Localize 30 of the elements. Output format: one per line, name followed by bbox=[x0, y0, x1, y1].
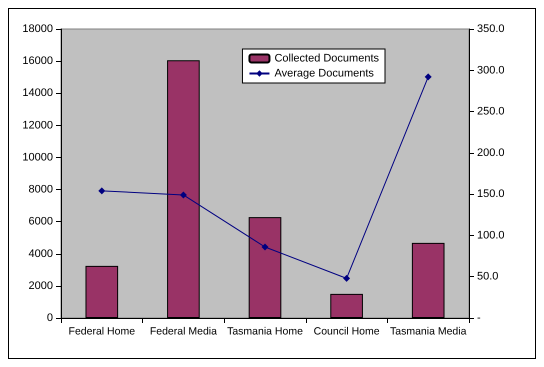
y-tick-label: 6000 bbox=[28, 216, 53, 228]
y2-tick-label: 350.0 bbox=[477, 23, 505, 35]
x-tick-label: Council Home bbox=[314, 326, 380, 338]
y-tick-label: 10000 bbox=[22, 151, 53, 164]
point bbox=[343, 274, 350, 282]
legend-label: Collected Documents bbox=[274, 52, 380, 64]
x-tick-label: Federal Media bbox=[150, 326, 218, 338]
x-tick-label: Federal Home bbox=[68, 326, 136, 338]
point bbox=[262, 243, 268, 250]
y-tick-label: 0 bbox=[46, 312, 53, 324]
y-tick-label: 8000 bbox=[28, 184, 53, 196]
y-tick-label: 4000 bbox=[28, 248, 53, 260]
point bbox=[98, 187, 106, 194]
x-tick-label: Tasmania Home bbox=[227, 326, 304, 338]
point bbox=[424, 73, 432, 80]
y-tick-label: 16000 bbox=[22, 55, 53, 68]
y2-tick-label: 150.0 bbox=[477, 188, 505, 200]
y2-tick-label: 200.0 bbox=[477, 146, 505, 159]
y-tick-label: 12000 bbox=[22, 119, 53, 132]
y-tick-label: 14000 bbox=[22, 87, 53, 100]
y2-tick-label: 50.0 bbox=[477, 270, 498, 283]
x-tick-label: Tasmania Media bbox=[390, 326, 467, 338]
y-tick-label: 2000 bbox=[28, 280, 53, 292]
point bbox=[180, 191, 187, 198]
y2-tick-label: 250.0 bbox=[477, 106, 505, 118]
y2-tick-label: 100.0 bbox=[477, 229, 505, 242]
legend-label: Average Documents bbox=[274, 68, 374, 80]
y2-tick-label: 300.0 bbox=[477, 64, 505, 76]
y-tick-label: 18000 bbox=[22, 23, 53, 35]
y2-tick-label: - bbox=[477, 312, 481, 324]
